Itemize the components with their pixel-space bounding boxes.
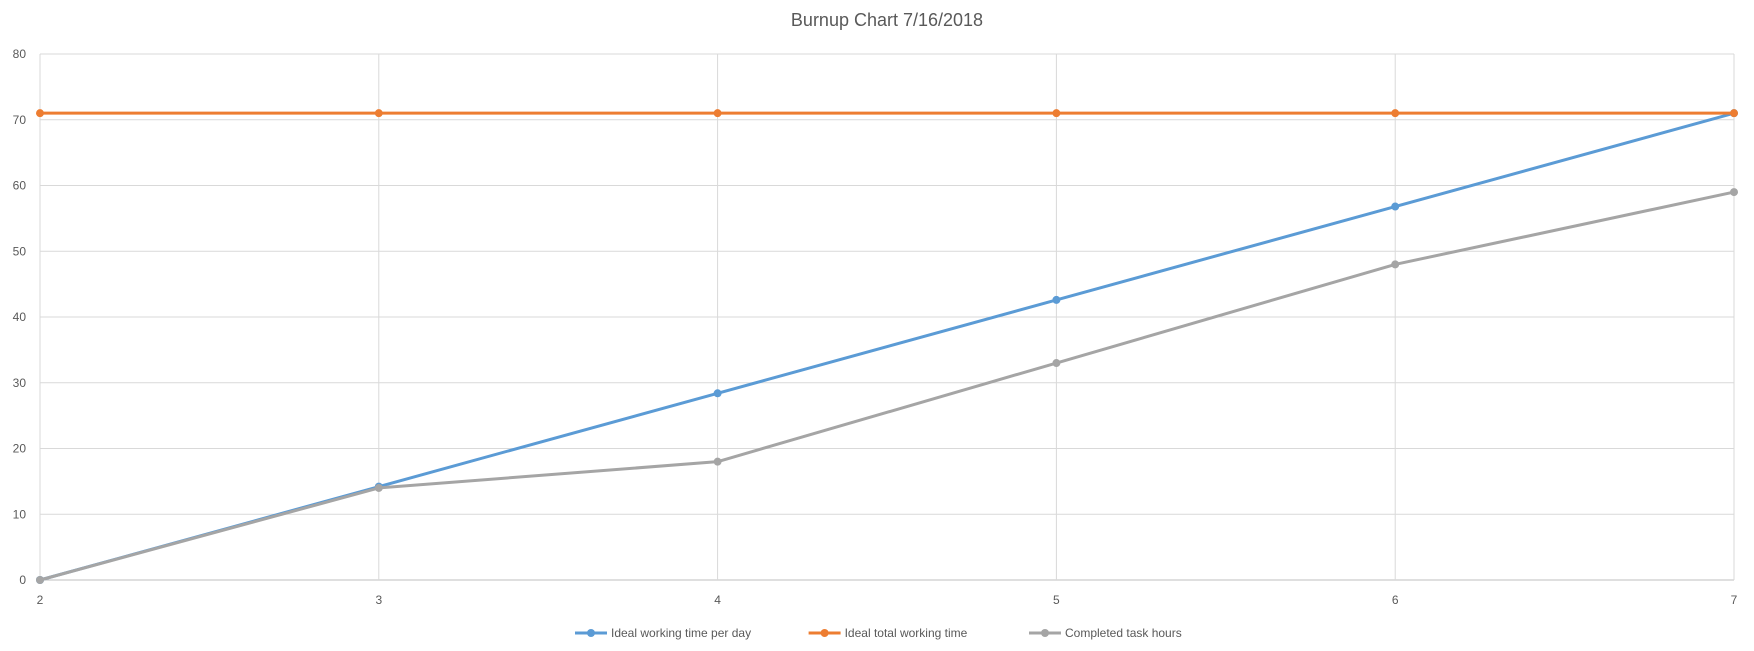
gridlines [39,53,1735,581]
legend-item: Completed task hours [1029,626,1182,640]
data-point [374,483,383,492]
y-tick-label: 50 [13,244,27,258]
legend-swatch-marker [587,629,595,637]
data-point [1052,295,1061,304]
data-point [1391,202,1400,211]
legend-swatch-marker [820,629,829,637]
data-point [36,576,44,584]
x-tick-label: 2 [37,593,44,607]
y-tick-label: 10 [13,507,27,521]
axes: 0 10 20 30 40 50 60 70 80 2 3 4 5 6 7 [13,47,1738,607]
data-point [1391,109,1400,118]
legend-item: Ideal working time per day [575,626,751,640]
y-tick-label: 20 [13,442,27,456]
data-point [713,109,722,118]
chart-title: Burnup Chart 7/16/2018 [791,10,983,30]
y-tick-label: 0 [19,573,26,587]
legend-label: Ideal working time per day [611,626,751,640]
y-tick-label: 40 [13,310,27,324]
data-point [1730,188,1738,197]
data-point [36,109,44,118]
data-point [374,109,383,118]
x-tick-label: 5 [1053,593,1060,607]
y-tick-label: 80 [13,47,27,61]
data-point [1391,260,1400,269]
legend: Ideal working time per day Ideal total wo… [575,626,1182,640]
legend-label: Ideal total working time [845,626,968,640]
x-tick-label: 7 [1731,593,1738,607]
y-tick-label: 60 [13,179,27,193]
series-3 [36,188,1738,584]
series-layer [36,109,1738,584]
legend-label: Completed task hours [1065,626,1182,640]
series-line [38,190,1736,582]
y-tick-label: 70 [13,113,27,127]
series-2 [36,109,1738,118]
data-point [1052,359,1061,368]
data-point [1730,109,1738,118]
data-point [1052,109,1061,118]
x-tick-label: 3 [375,593,382,607]
legend-swatch-marker [1041,629,1049,637]
x-tick-label: 6 [1392,593,1399,607]
data-point [713,457,722,466]
x-tick-label: 4 [714,593,721,607]
y-tick-label: 30 [13,376,27,390]
data-point [713,389,722,398]
legend-item: Ideal total working time [808,626,968,640]
